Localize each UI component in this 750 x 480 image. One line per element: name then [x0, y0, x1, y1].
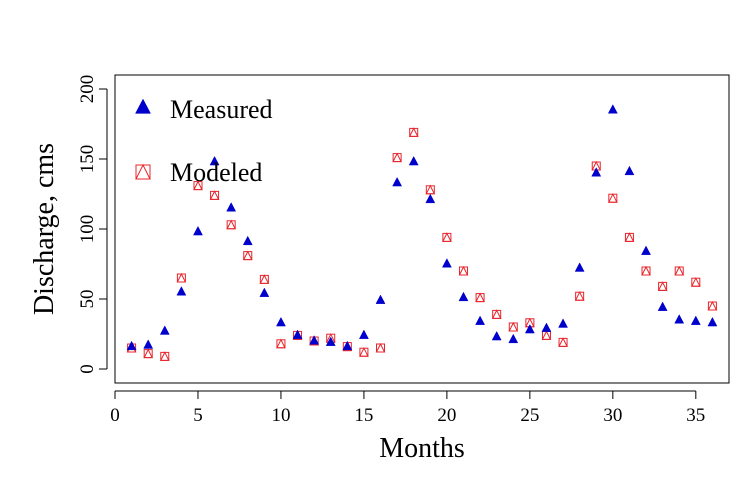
measured-point [690, 315, 701, 325]
measured-point [126, 340, 137, 351]
measured-point [441, 258, 452, 268]
measured-point [591, 167, 602, 177]
measured-point [707, 316, 718, 327]
modeled-point [442, 232, 452, 242]
measured-point [176, 286, 187, 296]
legend-measured-triangle [135, 98, 151, 114]
x-tick-label: 0 [110, 405, 120, 426]
y-axis-title: Discharge, cms [29, 143, 60, 315]
y-tick-label: 100 [77, 215, 98, 244]
legend-measured-marker [135, 98, 151, 114]
modeled-point [209, 190, 220, 200]
measured-point [242, 235, 253, 246]
legend-modeled-marker [135, 163, 151, 180]
modeled-point [193, 180, 203, 191]
y-tick-label: 200 [77, 75, 98, 104]
measured-point [674, 314, 685, 324]
modeled-point [608, 193, 618, 203]
measured-point [508, 333, 519, 344]
x-tick-label: 5 [193, 405, 203, 426]
x-tick-label: 15 [354, 405, 373, 426]
legend-label-modeled: Modeled [170, 158, 262, 187]
modeled-point [259, 274, 270, 284]
measured-point [292, 329, 303, 339]
y-tick-label: 50 [77, 290, 98, 309]
measured-point [458, 291, 469, 302]
x-tick-label: 30 [603, 405, 622, 426]
measured-point [491, 330, 502, 341]
measured-point [524, 323, 535, 334]
modeled-point [691, 277, 701, 287]
y-tick-label: 0 [77, 364, 98, 374]
modeled-point [392, 152, 402, 163]
y-tick-label: 150 [77, 145, 98, 174]
measured-point [558, 318, 568, 328]
measured-point [359, 329, 369, 339]
measured-point [143, 339, 154, 349]
modeled-point [276, 338, 286, 349]
modeled-point [558, 337, 568, 347]
measured-point [425, 193, 436, 204]
modeled-point [458, 265, 469, 276]
measured-point [325, 336, 336, 346]
measured-point [475, 315, 485, 325]
plot-frame [114, 74, 730, 384]
x-tick-label: 20 [437, 405, 456, 426]
modeled-point [475, 292, 485, 303]
x-tick-label: 10 [271, 405, 290, 426]
modeled-point [226, 219, 236, 230]
measured-point [408, 155, 419, 166]
modeled-point [143, 348, 153, 359]
measured-point [607, 104, 618, 114]
measured-point [259, 287, 270, 297]
modeled-point [242, 250, 253, 261]
measured-point [375, 294, 386, 304]
modeled-point [425, 184, 436, 195]
modeled-point [707, 300, 718, 311]
modeled-point [159, 351, 170, 361]
axes: 0 5 10 15 20 25 30 35 0 50 100 150 200 [77, 75, 705, 426]
measured-point [342, 340, 353, 351]
chart-marks [126, 104, 718, 361]
modeled-point [624, 232, 635, 242]
modeled-point [541, 330, 552, 340]
measured-point [226, 202, 237, 212]
modeled-point [674, 265, 685, 276]
measured-point [392, 176, 403, 187]
modeled-point [408, 127, 419, 137]
measured-point [657, 301, 668, 311]
measured-point [159, 325, 170, 335]
measured-point [193, 225, 203, 236]
modeled-point [508, 321, 519, 332]
modeled-point [574, 291, 585, 301]
legend: Measured Modeled [135, 95, 273, 187]
measured-point [276, 316, 286, 327]
modeled-point [359, 347, 369, 357]
measured-point [209, 155, 220, 166]
modeled-point [641, 265, 651, 276]
modeled-point [657, 281, 668, 291]
x-tick-label: 25 [520, 405, 539, 426]
measured-point [541, 322, 552, 332]
legend-modeled-square [135, 163, 151, 180]
x-tick-label: 35 [686, 405, 705, 426]
measured-point [641, 245, 651, 255]
measured-point [624, 165, 635, 176]
measured-point [309, 335, 320, 345]
modeled-point [176, 272, 187, 283]
legend-label-measured: Measured [170, 95, 273, 124]
modeled-point [375, 342, 386, 353]
x-axis-title: Months [379, 433, 465, 464]
measured-point [574, 262, 585, 272]
modeled-point [491, 309, 502, 319]
